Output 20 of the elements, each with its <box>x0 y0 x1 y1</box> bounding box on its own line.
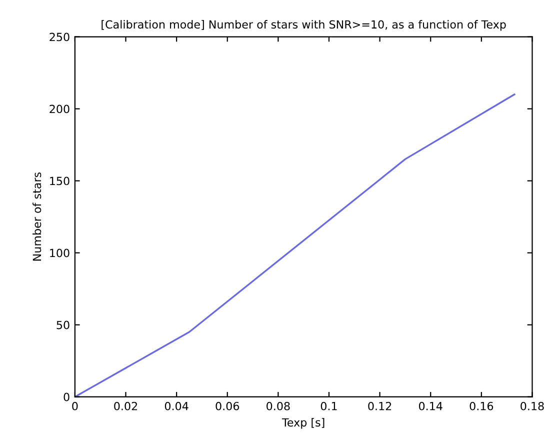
chart-title: [Calibration mode] Number of stars with SNR>=10, as a function of Texp <box>102 20 506 31</box>
x-tick-label: 0.12 <box>368 402 392 410</box>
x-tick-label: 0.18 <box>520 402 544 410</box>
x-tick-label: 0.16 <box>470 402 494 410</box>
y-tick-label: 0 <box>64 392 70 402</box>
y-tick-label: 100 <box>50 248 70 258</box>
x-tick-label: 0.1 <box>320 402 337 410</box>
x-tick-label: 0.06 <box>216 402 240 410</box>
y-axis-title: Number of stars <box>32 172 42 261</box>
line-series <box>74 94 516 397</box>
x-axis-title: Texp [s] <box>282 418 324 429</box>
x-tick-label: 0 <box>72 402 78 410</box>
y-tick-label: 50 <box>56 320 70 330</box>
y-tick-label: 150 <box>50 176 70 186</box>
y-tick-label: 200 <box>50 104 70 114</box>
y-tick-label: 250 <box>50 32 70 42</box>
x-tick-label: 0.02 <box>114 402 138 410</box>
x-tick-label: 0.04 <box>164 402 188 410</box>
x-tick-label: 0.14 <box>418 402 442 410</box>
x-tick-label: 0.08 <box>266 402 290 410</box>
